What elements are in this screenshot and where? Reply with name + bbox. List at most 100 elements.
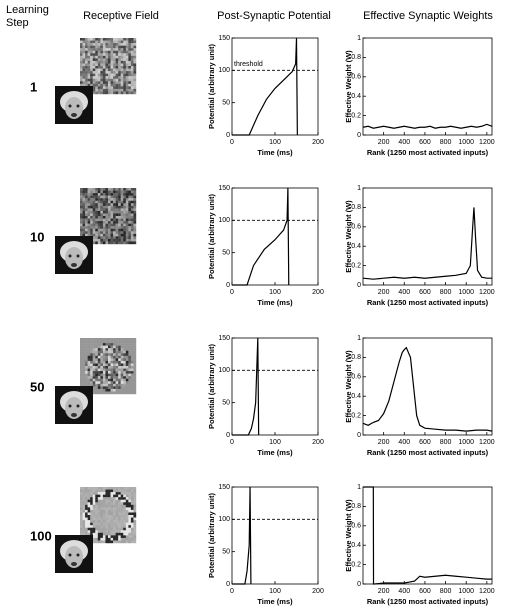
field-pixel (115, 218, 119, 222)
field-pixel (82, 81, 86, 85)
field-pixel (85, 512, 88, 516)
field-pixel (118, 226, 121, 229)
field-pixel (110, 509, 114, 513)
field-pixel (130, 535, 134, 539)
field-pixel (100, 348, 104, 351)
field-pixel (120, 371, 124, 374)
field-pixel (118, 386, 121, 390)
field-pixel (113, 221, 116, 224)
field-pixel (125, 78, 129, 82)
field-pixel (95, 487, 99, 490)
field-pixel (128, 527, 132, 531)
field-pixel (113, 502, 116, 506)
field-pixel (120, 363, 124, 367)
field-pixel (80, 43, 83, 46)
field-pixel (105, 507, 109, 511)
field-pixel (97, 509, 101, 513)
field-pixel (85, 218, 88, 222)
field-pixel (113, 520, 116, 523)
field-pixel (95, 208, 99, 212)
field-pixel (92, 40, 96, 44)
field-pixel (90, 53, 93, 57)
field-pixel (82, 188, 86, 191)
field-pixel (115, 535, 119, 539)
field-pixel (133, 63, 137, 67)
field-pixel (130, 71, 134, 74)
field-pixel (92, 383, 96, 387)
field-pixel (118, 530, 121, 534)
field-pixel (82, 55, 86, 59)
field-pixel (133, 358, 137, 362)
field-pixel (110, 507, 114, 511)
field-pixel (95, 350, 99, 354)
field-pixel (80, 378, 83, 382)
field-pixel (102, 363, 106, 367)
field-pixel (105, 88, 109, 92)
field-pixel (120, 53, 124, 57)
field-pixel (115, 86, 119, 90)
field-pixel (118, 350, 121, 354)
field-pixel (118, 525, 121, 528)
field-pixel (110, 522, 114, 526)
field-pixel (113, 358, 116, 362)
field-pixel (95, 221, 99, 224)
field-pixel (123, 45, 127, 49)
field-pixel (123, 515, 127, 518)
field-pixel (95, 540, 99, 544)
field-pixel (125, 68, 129, 72)
field-pixel (133, 373, 137, 377)
field-pixel (123, 517, 127, 521)
field-pixel (82, 517, 86, 521)
field-pixel (110, 368, 114, 372)
field-pixel (110, 532, 114, 536)
field-pixel (97, 221, 101, 224)
receptive-field (80, 487, 137, 544)
field-pixel (102, 509, 106, 513)
field-pixel (133, 537, 137, 541)
field-pixel (108, 203, 111, 207)
x-axis-label: Time (ms) (257, 148, 293, 157)
field-pixel (110, 520, 114, 523)
field-pixel (82, 381, 86, 385)
x-tick-label: 600 (419, 439, 431, 446)
field-pixel (125, 358, 129, 362)
field-pixel (97, 381, 101, 385)
field-pixel (110, 78, 114, 82)
y-axis-label: Effective Weight (W) (344, 499, 353, 572)
field-pixel (130, 228, 134, 232)
field-pixel (130, 391, 134, 395)
x-tick-label: 800 (440, 588, 452, 595)
field-pixel (102, 368, 106, 372)
field-pixel (90, 340, 93, 344)
field-pixel (100, 527, 104, 531)
field-pixel (100, 40, 104, 44)
field-pixel (82, 205, 86, 209)
field-pixel (100, 81, 104, 85)
field-pixel (128, 381, 132, 385)
field-pixel (125, 241, 129, 245)
field-pixel (80, 499, 83, 503)
field-pixel (110, 348, 114, 351)
field-pixel (115, 45, 119, 49)
field-pixel (113, 88, 116, 92)
field-pixel (102, 338, 106, 341)
field-pixel (113, 60, 116, 64)
field-pixel (130, 355, 134, 359)
field-pixel (108, 60, 111, 64)
field-pixel (115, 378, 119, 382)
field-pixel (102, 66, 106, 69)
field-pixel (128, 210, 132, 214)
field-pixel (85, 228, 88, 232)
field-pixel (85, 53, 88, 57)
field-pixel (92, 535, 96, 539)
field-pixel (97, 50, 101, 54)
field-pixel (133, 386, 137, 390)
field-pixel (115, 376, 119, 379)
field-pixel (100, 371, 104, 374)
field-pixel (80, 198, 83, 201)
field-pixel (105, 381, 109, 385)
field-pixel (82, 58, 86, 62)
field-pixel (123, 58, 127, 62)
plot-frame (362, 187, 493, 286)
field-pixel (95, 520, 99, 523)
